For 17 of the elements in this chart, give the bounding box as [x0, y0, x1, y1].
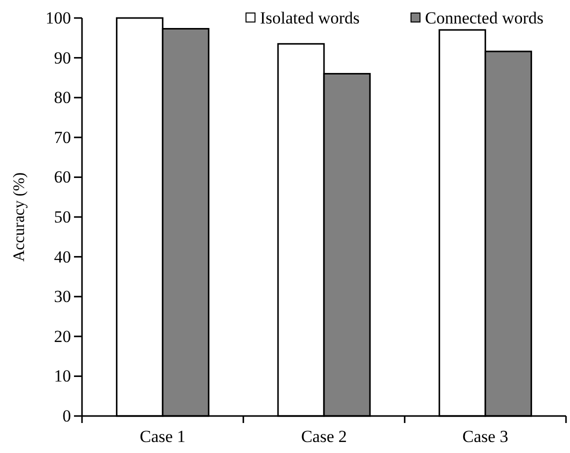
- y-tick-label: 100: [46, 8, 71, 28]
- legend-label: Isolated words: [260, 8, 360, 28]
- x-tick-label: Case 3: [462, 427, 508, 446]
- y-tick-label: 90: [54, 48, 71, 68]
- y-tick-label: 10: [54, 366, 71, 386]
- y-axis-title: Accuracy (%): [11, 172, 28, 262]
- y-tick-label: 70: [54, 128, 71, 147]
- y-tick-label: 30: [54, 287, 71, 306]
- y-tick-label: 40: [54, 247, 71, 266]
- x-tick-label: Case 1: [140, 427, 186, 446]
- y-tick-label: 50: [54, 208, 71, 226]
- y-tick-label: 80: [54, 88, 71, 108]
- y-tick-label: 60: [54, 168, 71, 187]
- legend-label: Connected words: [425, 8, 544, 28]
- y-tick-label: 20: [54, 326, 71, 346]
- y-tick-label: 0: [62, 406, 71, 426]
- x-tick-label: Case 2: [301, 427, 347, 446]
